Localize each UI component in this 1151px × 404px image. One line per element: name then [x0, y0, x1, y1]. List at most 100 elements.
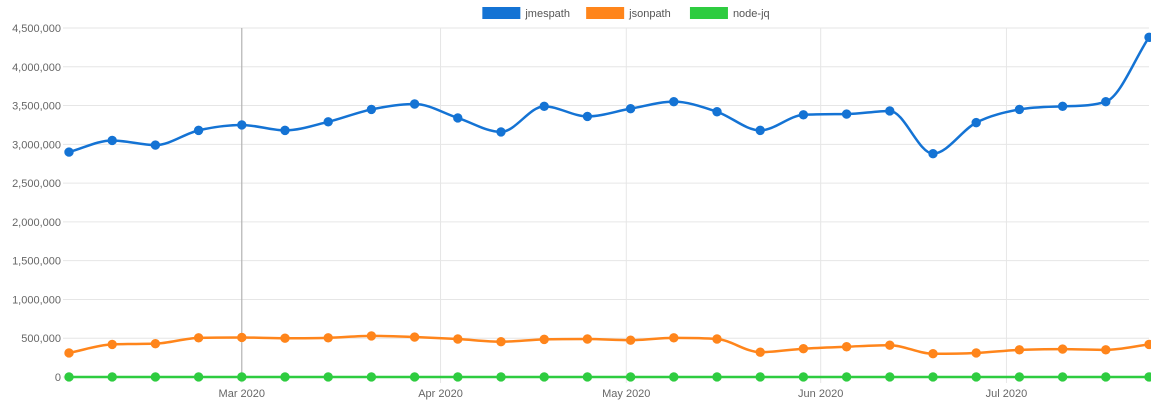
data-point-node-jq[interactable]	[669, 372, 679, 382]
data-point-jsonpath[interactable]	[885, 340, 895, 350]
data-point-jmespath[interactable]	[841, 109, 852, 119]
data-point-jsonpath[interactable]	[280, 333, 290, 343]
data-point-jsonpath[interactable]	[1057, 344, 1068, 354]
legend-label[interactable]: jmespath	[524, 8, 570, 20]
data-point-jmespath[interactable]	[496, 127, 506, 137]
data-point-node-jq[interactable]	[150, 372, 161, 382]
data-point-jsonpath[interactable]	[712, 334, 722, 344]
data-point-jmespath[interactable]	[1014, 104, 1025, 115]
data-point-jsonpath[interactable]	[841, 342, 852, 352]
data-point-jmespath[interactable]	[928, 148, 938, 159]
data-point-node-jq[interactable]	[453, 372, 463, 382]
data-point-jsonpath[interactable]	[1014, 345, 1025, 355]
data-point-node-jq[interactable]	[885, 372, 895, 382]
data-point-node-jq[interactable]	[712, 372, 722, 382]
x-tick-label: May 2020	[602, 388, 650, 400]
data-point-node-jq[interactable]	[1144, 372, 1151, 382]
data-point-node-jq[interactable]	[841, 372, 852, 382]
y-tick-label: 2,000,000	[12, 217, 61, 229]
data-point-jsonpath[interactable]	[928, 349, 938, 359]
legend-item-node-jq[interactable]: node-jq	[689, 7, 770, 20]
data-point-node-jq[interactable]	[798, 372, 809, 382]
data-point-jmespath[interactable]	[150, 140, 161, 150]
data-point-jmespath[interactable]	[323, 117, 333, 127]
data-point-node-jq[interactable]	[237, 372, 247, 382]
data-point-jsonpath[interactable]	[625, 335, 636, 345]
data-point-node-jq[interactable]	[1101, 372, 1111, 382]
data-point-jsonpath[interactable]	[150, 338, 161, 349]
data-point-jmespath[interactable]	[712, 107, 722, 117]
series-line-jmespath[interactable]	[68, 36, 1151, 155]
data-point-jsonpath[interactable]	[798, 343, 809, 354]
data-point-jmespath[interactable]	[409, 99, 420, 109]
data-point-jmespath[interactable]	[1144, 32, 1151, 43]
series-area	[64, 32, 1151, 382]
y-tick-label: 4,500,000	[12, 23, 61, 35]
data-point-jmespath[interactable]	[625, 103, 636, 114]
data-point-node-jq[interactable]	[928, 372, 938, 382]
data-point-jmespath[interactable]	[64, 147, 74, 157]
data-point-jmespath[interactable]	[1057, 101, 1068, 112]
data-point-jsonpath[interactable]	[323, 333, 333, 343]
data-point-node-jq[interactable]	[539, 372, 549, 382]
x-tick-label: Jul 2020	[986, 388, 1028, 400]
data-point-jsonpath[interactable]	[582, 334, 593, 344]
data-point-jsonpath[interactable]	[539, 334, 549, 345]
data-point-jmespath[interactable]	[798, 110, 809, 120]
legend-label[interactable]: jsonpath	[628, 8, 671, 20]
data-point-jmespath[interactable]	[582, 111, 593, 122]
data-point-jsonpath[interactable]	[193, 333, 204, 343]
data-point-node-jq[interactable]	[193, 372, 204, 382]
data-point-jsonpath[interactable]	[237, 332, 247, 343]
data-point-node-jq[interactable]	[625, 372, 636, 382]
data-point-node-jq[interactable]	[366, 372, 377, 382]
data-point-jmespath[interactable]	[366, 104, 377, 115]
legend[interactable]: jmespath jsonpath node-jq	[482, 7, 770, 20]
data-point-jmespath[interactable]	[669, 96, 679, 107]
series-jsonpath[interactable]	[64, 331, 1151, 359]
data-point-node-jq[interactable]	[1057, 372, 1068, 382]
legend-swatch[interactable]	[586, 7, 625, 19]
data-point-jmespath[interactable]	[453, 113, 463, 123]
data-point-jsonpath[interactable]	[453, 334, 463, 344]
data-point-node-jq[interactable]	[755, 372, 765, 382]
legend-item-jsonpath[interactable]: jsonpath	[586, 7, 671, 20]
data-point-node-jq[interactable]	[971, 372, 981, 382]
data-point-node-jq[interactable]	[280, 372, 290, 382]
legend-label[interactable]: node-jq	[733, 8, 770, 20]
series-jmespath[interactable]	[64, 32, 1151, 159]
grid	[63, 27, 1149, 383]
legend-swatch[interactable]	[689, 7, 728, 19]
data-point-jsonpath[interactable]	[1101, 345, 1111, 355]
data-point-node-jq[interactable]	[496, 372, 506, 382]
data-point-node-jq[interactable]	[582, 372, 593, 382]
data-point-jmespath[interactable]	[971, 117, 981, 128]
data-point-jmespath[interactable]	[107, 135, 117, 146]
legend-swatch[interactable]	[482, 7, 521, 19]
data-point-node-jq[interactable]	[409, 372, 420, 382]
data-point-jmespath[interactable]	[539, 101, 549, 112]
data-point-jsonpath[interactable]	[971, 348, 981, 358]
legend-item-jmespath[interactable]: jmespath	[482, 7, 570, 20]
data-point-jsonpath[interactable]	[409, 332, 420, 342]
data-point-node-jq[interactable]	[107, 372, 117, 382]
data-point-jmespath[interactable]	[885, 106, 895, 116]
data-point-jsonpath[interactable]	[755, 347, 765, 357]
x-tick-label: Apr 2020	[418, 388, 463, 400]
data-point-jsonpath[interactable]	[366, 331, 377, 341]
data-point-jsonpath[interactable]	[1144, 339, 1151, 350]
data-point-jmespath[interactable]	[237, 120, 247, 130]
data-point-jmespath[interactable]	[1101, 96, 1111, 107]
data-point-node-jq[interactable]	[1014, 372, 1025, 382]
data-point-jsonpath[interactable]	[669, 333, 679, 343]
data-point-jsonpath[interactable]	[107, 339, 117, 350]
data-point-jmespath[interactable]	[280, 125, 290, 136]
series-node-jq[interactable]	[64, 372, 1151, 382]
data-point-node-jq[interactable]	[323, 372, 333, 382]
data-point-jmespath[interactable]	[755, 125, 765, 136]
data-point-jmespath[interactable]	[193, 125, 204, 136]
data-point-jsonpath[interactable]	[496, 337, 506, 347]
data-point-jsonpath[interactable]	[64, 348, 74, 358]
data-point-node-jq[interactable]	[64, 372, 74, 382]
